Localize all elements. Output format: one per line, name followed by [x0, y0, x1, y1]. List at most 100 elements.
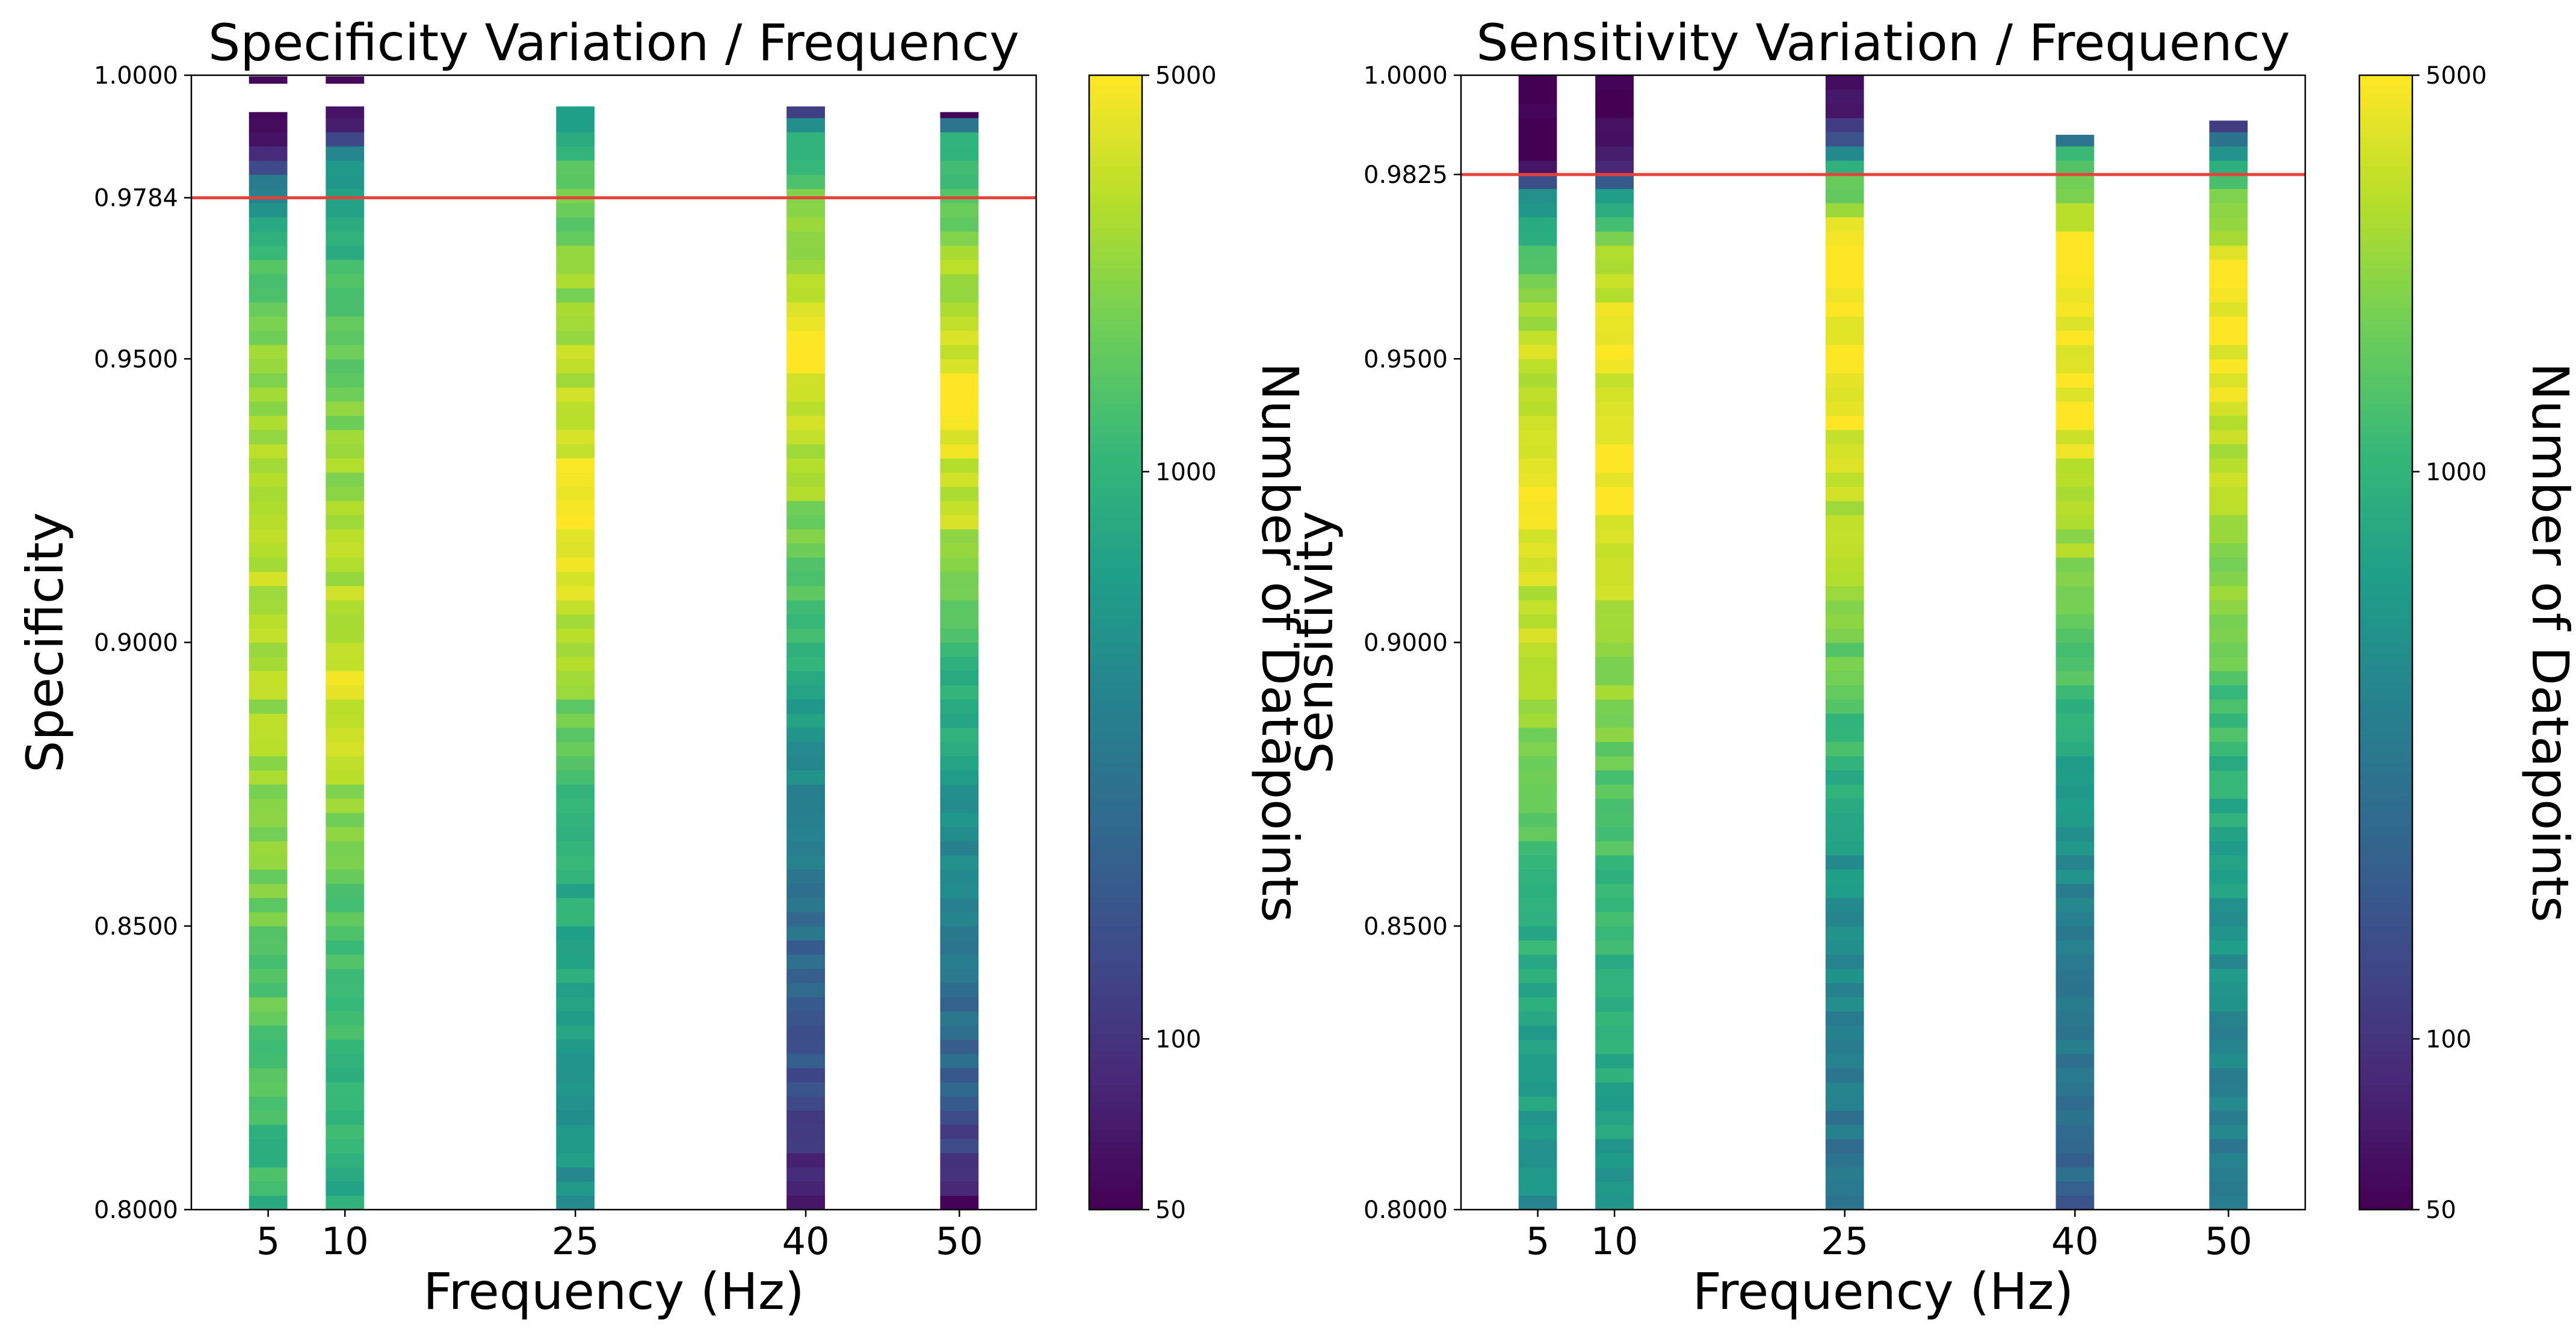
heatmap-cell-p1-c2 — [1825, 812, 1864, 827]
heatmap-cell-p0-c2 — [556, 855, 595, 870]
heatmap-cell-p0-c3 — [786, 472, 825, 487]
heatmap-cell-p1-c3 — [2056, 1195, 2095, 1210]
heatmap-cell-p1-c4 — [2209, 826, 2248, 841]
heatmap-cell-p1-c3 — [2056, 855, 2095, 870]
colorbar-swatch — [1089, 1192, 1142, 1199]
colorbar-swatch — [2359, 767, 2412, 773]
colorbar-swatch — [2359, 415, 2412, 422]
heatmap-cell-p1-c2 — [1825, 316, 1864, 331]
heatmap-cell-p1-c4 — [2209, 302, 2248, 317]
heatmap-cell-p1-c3 — [2056, 359, 2095, 374]
heatmap-cell-p1-c3 — [2056, 288, 2095, 303]
colorbar-swatch — [2359, 676, 2412, 683]
heatmap-cell-p0-c2 — [556, 302, 595, 317]
colorbar-swatch — [2359, 359, 2412, 365]
heatmap-cell-p1-c0 — [1518, 1167, 1557, 1182]
colorbar-swatch — [2359, 120, 2412, 127]
colorbar-swatch — [2359, 892, 2412, 898]
heatmap-cell-p1-c4 — [2209, 599, 2248, 614]
colorbar-swatch — [2359, 563, 2412, 569]
heatmap-cell-p1-c4 — [2209, 685, 2248, 700]
heatmap-cell-p1-c1 — [1595, 1053, 1634, 1068]
heatmap-cell-p1-c4 — [2209, 557, 2248, 572]
heatmap-cell-p0-c3 — [786, 458, 825, 473]
heatmap-cell-p1-c0 — [1518, 784, 1557, 799]
heatmap-cell-p1-c0 — [1518, 515, 1557, 530]
x-tick-label: 50 — [2205, 1219, 2252, 1263]
heatmap-cell-p1-c4 — [2209, 1025, 2248, 1040]
heatmap-cell-p1-c1 — [1595, 1096, 1634, 1111]
colorbar-swatch — [2359, 568, 2412, 575]
colorbar-swatch — [1089, 1068, 1142, 1074]
heatmap-cell-p0-c4 — [940, 132, 979, 147]
heatmap-cell-p1-c3 — [2056, 557, 2095, 572]
heatmap-cell-p0-c1 — [326, 146, 365, 161]
heatmap-cell-p0-c1 — [326, 628, 365, 643]
heatmap-cell-p0-c3 — [786, 727, 825, 743]
heatmap-cell-p1-c1 — [1595, 727, 1634, 743]
colorbar-swatch — [1089, 376, 1142, 382]
heatmap-cell-p1-c1 — [1595, 500, 1634, 516]
heatmap-cell-p0-c4 — [940, 203, 979, 218]
heatmap-cell-p1-c0 — [1518, 841, 1557, 856]
heatmap-cell-p1-c1 — [1595, 1167, 1634, 1182]
heatmap-cell-p0-c0 — [249, 1181, 288, 1196]
heatmap-cell-p0-c2 — [556, 444, 595, 459]
heatmap-cell-p1-c1 — [1595, 770, 1634, 785]
heatmap-cell-p0-c1 — [326, 912, 365, 927]
colorbar-swatch — [2359, 245, 2412, 252]
colorbar-swatch — [2359, 489, 2412, 496]
colorbar-swatch — [1089, 427, 1142, 433]
heatmap-cell-p0-c0 — [249, 841, 288, 856]
heatmap-cell-p1-c1 — [1595, 1181, 1634, 1196]
heatmap-cell-p1-c1 — [1595, 132, 1634, 147]
colorbar-swatch — [1089, 341, 1142, 348]
heatmap-cell-p1-c4 — [2209, 174, 2248, 190]
y-tick-label: 0.9000 — [1364, 629, 1448, 657]
colorbar-swatch — [1089, 1045, 1142, 1051]
heatmap-cell-p0-c4 — [940, 1181, 979, 1196]
heatmap-cell-p0-c3 — [786, 1195, 825, 1210]
plot-frame — [190, 74, 1037, 1211]
heatmap-cell-p0-c2 — [556, 160, 595, 175]
heatmap-cell-p1-c4 — [2209, 798, 2248, 813]
colorbar-swatch — [2359, 540, 2412, 546]
colorbar-swatch — [1089, 971, 1142, 978]
heatmap-cell-p0-c3 — [786, 415, 825, 430]
colorbar-swatch — [2359, 376, 2412, 382]
colorbar-swatch — [2359, 183, 2412, 190]
heatmap-cell-p1-c0 — [1518, 245, 1557, 260]
heatmap-cell-p1-c2 — [1825, 344, 1864, 359]
heatmap-cell-p1-c1 — [1595, 685, 1634, 700]
heatmap-cell-p1-c4 — [2209, 997, 2248, 1012]
heatmap-cell-p1-c3 — [2056, 486, 2095, 501]
heatmap-cell-p1-c2 — [1825, 1110, 1864, 1125]
heatmap-cell-p1-c0 — [1518, 1053, 1557, 1068]
heatmap-cell-p0-c0 — [249, 1139, 288, 1154]
heatmap-cell-p0-c4 — [940, 472, 979, 487]
colorbar-swatch — [1089, 291, 1142, 297]
colorbar-swatch — [1089, 523, 1142, 530]
heatmap-cell-p1-c1 — [1595, 89, 1634, 104]
colorbar-swatch — [2359, 455, 2412, 462]
colorbar-swatch — [1089, 279, 1142, 286]
colorbar-swatch — [2359, 835, 2412, 841]
heatmap-cell-p0-c0 — [249, 359, 288, 374]
heatmap-cell-p1-c3 — [2056, 458, 2095, 473]
colorbar-swatch — [2359, 1051, 2412, 1057]
heatmap-cell-p0-c2 — [556, 1096, 595, 1111]
colorbar-swatch — [1089, 154, 1142, 161]
heatmap-cell-p0-c0 — [249, 897, 288, 912]
heatmap-cell-p1-c0 — [1518, 954, 1557, 970]
heatmap-cell-p0-c4 — [940, 826, 979, 841]
colorbar-swatch — [2359, 778, 2412, 785]
colorbar-swatch — [2359, 1068, 2412, 1074]
heatmap-cell-p1-c4 — [2209, 770, 2248, 785]
heatmap-cell-p0-c0 — [249, 344, 288, 359]
colorbar-tick-label: 100 — [2426, 1025, 2471, 1053]
y-tick-label: 0.9500 — [1364, 345, 1448, 373]
colorbar-swatch — [2359, 619, 2412, 626]
heatmap-cell-p0-c1 — [326, 458, 365, 473]
colorbar-swatch — [1089, 478, 1142, 484]
colorbar-swatch — [1089, 914, 1142, 921]
